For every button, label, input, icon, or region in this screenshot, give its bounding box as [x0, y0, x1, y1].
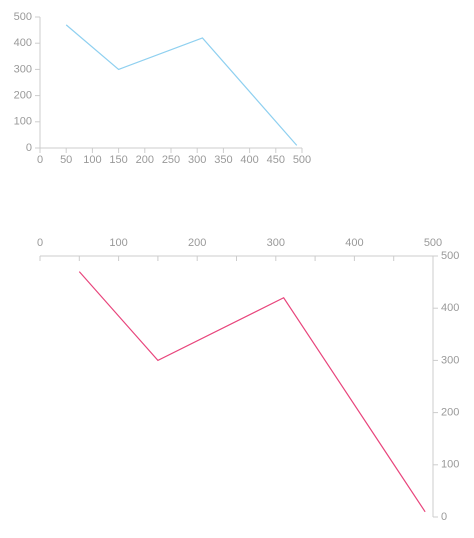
y-tick-label: 100 — [441, 459, 459, 471]
x-tick-label: 300 — [188, 154, 206, 166]
x-tick-label: 100 — [83, 154, 101, 166]
x-tick-label: 500 — [293, 154, 311, 166]
x-tick-label: 500 — [424, 237, 442, 249]
x-tick-label: 300 — [267, 237, 285, 249]
x-tick-label: 0 — [37, 154, 43, 166]
y-tick-label: 400 — [441, 302, 459, 314]
y-tick-label: 0 — [441, 511, 447, 523]
x-tick-label: 400 — [345, 237, 363, 249]
y-tick-label: 100 — [14, 116, 32, 128]
y-tick-label: 0 — [26, 142, 32, 154]
x-tick-label: 450 — [267, 154, 285, 166]
y-tick-label: 200 — [14, 90, 32, 102]
y-tick-label: 300 — [441, 354, 459, 366]
x-tick-label: 400 — [240, 154, 258, 166]
y-tick-label: 300 — [14, 63, 32, 75]
x-tick-label: 350 — [214, 154, 232, 166]
y-tick-label: 500 — [14, 11, 32, 23]
y-tick-label: 200 — [441, 407, 459, 419]
x-tick-label: 200 — [188, 237, 206, 249]
x-tick-label: 200 — [136, 154, 154, 166]
x-tick-label: 100 — [109, 237, 127, 249]
y-tick-label: 500 — [441, 250, 459, 262]
y-tick-label: 400 — [14, 37, 32, 49]
data-line — [78, 271, 426, 513]
x-tick-label: 0 — [37, 237, 43, 249]
x-tick-label: 150 — [109, 154, 127, 166]
x-tick-label: 50 — [60, 154, 72, 166]
data-line — [65, 24, 298, 146]
x-tick-label: 250 — [162, 154, 180, 166]
